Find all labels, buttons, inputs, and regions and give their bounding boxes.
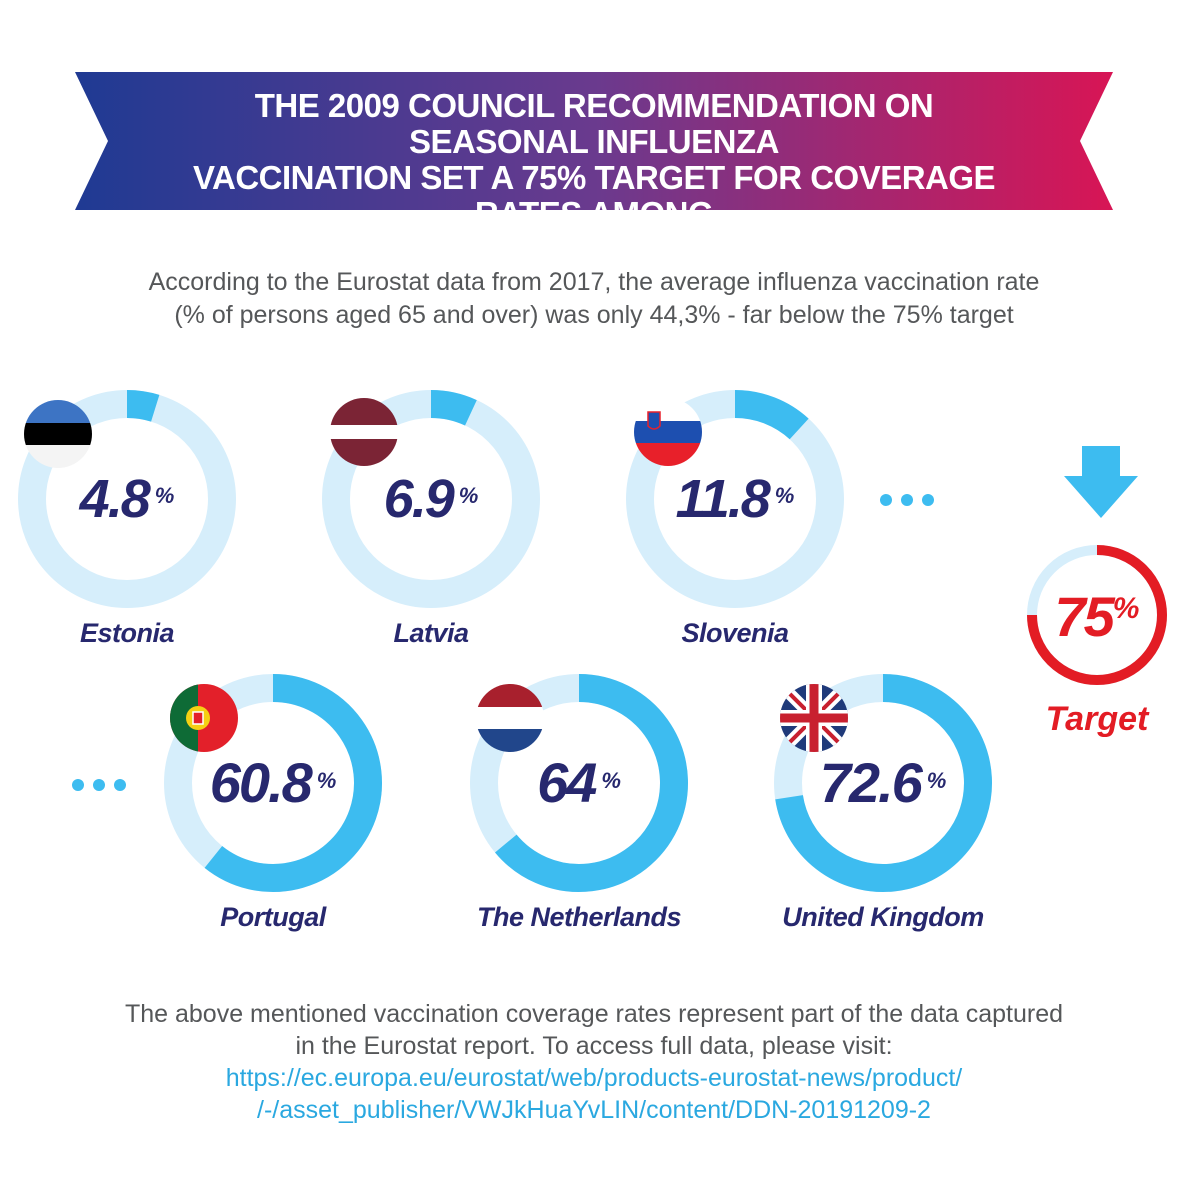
value-label: 11.8%	[626, 468, 844, 530]
value-number: 6.9	[383, 469, 455, 529]
ring-value-arc	[495, 674, 688, 892]
ring-value-arc	[430, 390, 477, 426]
uk-flag-icon	[780, 684, 848, 752]
footer-text: The above mentioned vaccination coverage…	[20, 998, 1168, 1126]
portugal-flag-icon	[170, 684, 238, 752]
value-label: 4.8%	[18, 468, 236, 530]
ring-value-arc	[775, 674, 992, 892]
arrow-down-icon	[1064, 446, 1138, 518]
value-label: 64%	[470, 750, 688, 815]
banner-title: THE 2009 COUNCIL RECOMMENDATION ON SEASO…	[165, 88, 1023, 268]
value-label: 72.6%	[774, 750, 992, 815]
latvia-flag-icon	[330, 398, 398, 466]
value-unit: %	[926, 768, 947, 793]
target-number: 75	[1054, 585, 1115, 648]
country-label: United Kingdom	[782, 902, 984, 932]
donut-united-kingdom: 72.6%	[774, 674, 992, 892]
country-label: Portugal	[220, 902, 326, 932]
donut-portugal: 60.8%	[164, 674, 382, 892]
value-number: 60.8	[209, 751, 313, 814]
slovenia-flag-icon	[634, 398, 702, 466]
country-label: Estonia	[79, 618, 175, 648]
target-value: 75%	[1027, 584, 1167, 649]
value-number: 4.8	[79, 469, 151, 529]
ellipsis-indicator	[72, 779, 135, 791]
value-unit: %	[316, 768, 337, 793]
value-number: 72.6	[819, 751, 923, 814]
estonia-flag-icon	[24, 400, 92, 468]
title-banner: THE 2009 COUNCIL RECOMMENDATION ON SEASO…	[75, 72, 1113, 268]
country-label: Latvia	[393, 618, 469, 648]
country-label: Slovenia	[681, 618, 789, 648]
banner-ribbon	[75, 72, 1113, 210]
donut-ring	[164, 674, 382, 892]
donut-ring	[626, 390, 844, 608]
banner-line-3: OLDER-AGE AND AT-RISK GROUPS1	[165, 232, 1023, 268]
intro-line-1: According to the Eurostat data from 2017…	[148, 268, 1040, 296]
ellipsis-indicator	[880, 494, 943, 506]
donut-estonia: 4.8%	[18, 390, 236, 608]
value-unit: %	[774, 483, 795, 508]
eurostat-link-line-1[interactable]: https://ec.europa.eu/eurostat/web/produc…	[225, 1064, 963, 1092]
netherlands-flag-icon	[476, 684, 544, 752]
footer-line-2: in the Eurostat report. To access full d…	[295, 1032, 893, 1060]
target-caption: Target	[1045, 700, 1149, 738]
value-label: 60.8%	[164, 750, 382, 815]
ring-value-arc	[204, 674, 382, 892]
banner-line-1: THE 2009 COUNCIL RECOMMENDATION ON SEASO…	[254, 87, 934, 160]
value-unit: %	[601, 768, 621, 793]
value-number: 11.8	[675, 469, 771, 529]
banner-line-2: VACCINATION SET A 75% TARGET FOR COVERAG…	[192, 159, 996, 232]
value-label: 6.9%	[322, 468, 540, 530]
target-unit: %	[1112, 592, 1140, 625]
value-unit: %	[154, 483, 175, 508]
donut-ring	[322, 390, 540, 608]
intro-text: According to the Eurostat data from 2017…	[40, 266, 1148, 332]
ring-value-arc	[126, 390, 160, 422]
donut-ring	[470, 674, 688, 892]
donut-latvia: 6.9%	[322, 390, 540, 608]
country-label: The Netherlands	[476, 902, 682, 932]
intro-line-2: (% of persons aged 65 and over) was only…	[174, 301, 1014, 329]
donut-ring	[18, 390, 236, 608]
eurostat-link-line-2[interactable]: /-/asset_publisher/VWJkHuaYvLIN/content/…	[257, 1096, 931, 1124]
footnote-marker: 1	[866, 239, 875, 256]
donut-slovenia: 11.8%	[626, 390, 844, 608]
value-unit: %	[458, 483, 479, 508]
footer-line-1: The above mentioned vaccination coverage…	[124, 1000, 1064, 1028]
target-ring	[1027, 545, 1167, 685]
ring-value-arc	[1027, 545, 1167, 685]
banner-line-3-text: OLDER-AGE AND AT-RISK GROUPS	[313, 231, 867, 268]
donut-ring	[774, 674, 992, 892]
donut-netherlands: 64%	[470, 674, 688, 892]
value-number: 64	[537, 751, 597, 814]
ring-value-arc	[734, 390, 809, 440]
